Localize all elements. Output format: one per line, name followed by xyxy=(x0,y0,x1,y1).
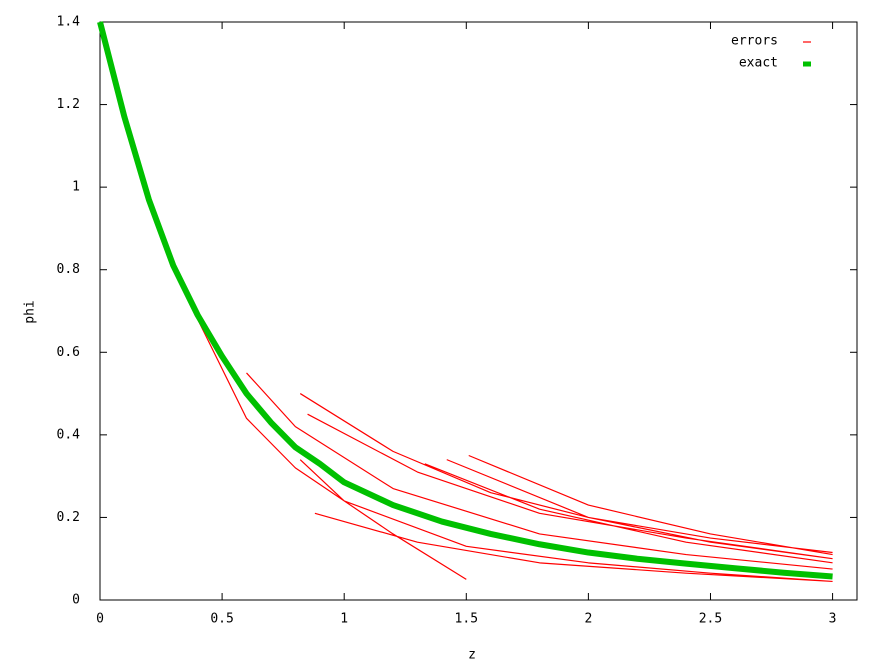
y-axis-label: phi xyxy=(23,300,38,323)
y-tick-label: 0.8 xyxy=(57,262,80,277)
y-tick-label: 1.2 xyxy=(57,97,80,112)
legend-label: errors xyxy=(731,34,778,49)
x-tick-label: 0 xyxy=(96,612,104,627)
series-line xyxy=(97,21,833,580)
x-tick-label: 0.5 xyxy=(210,612,233,627)
plot-border xyxy=(99,21,858,601)
y-tick-label: 0.6 xyxy=(57,345,80,360)
legend-label: exact xyxy=(739,56,778,71)
series-line xyxy=(197,318,833,583)
x-tick-label: 2 xyxy=(584,612,592,627)
x-tick-label: 1.5 xyxy=(455,612,478,627)
y-tick-label: 1.4 xyxy=(57,15,81,30)
x-tick-label: 3 xyxy=(829,612,837,627)
x-axis-label: z xyxy=(468,648,476,663)
y-tick-label: 0.4 xyxy=(57,427,81,442)
x-tick-label: 1 xyxy=(340,612,348,627)
y-tick-label: 0 xyxy=(72,593,80,608)
y-tick-label: 0.2 xyxy=(57,510,80,525)
x-tick-label: 2.5 xyxy=(699,612,722,627)
y-tick-label: 1 xyxy=(72,180,80,195)
